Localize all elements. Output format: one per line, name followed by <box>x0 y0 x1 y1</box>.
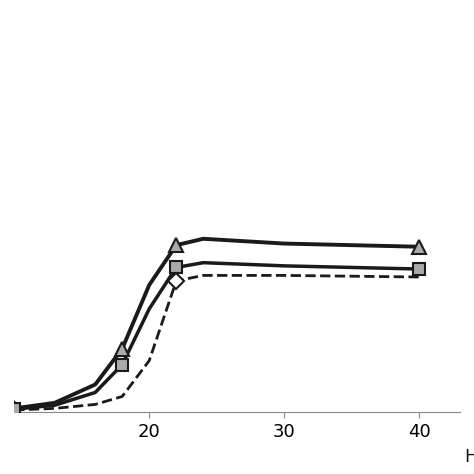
Text: Hou: Hou <box>464 448 474 466</box>
